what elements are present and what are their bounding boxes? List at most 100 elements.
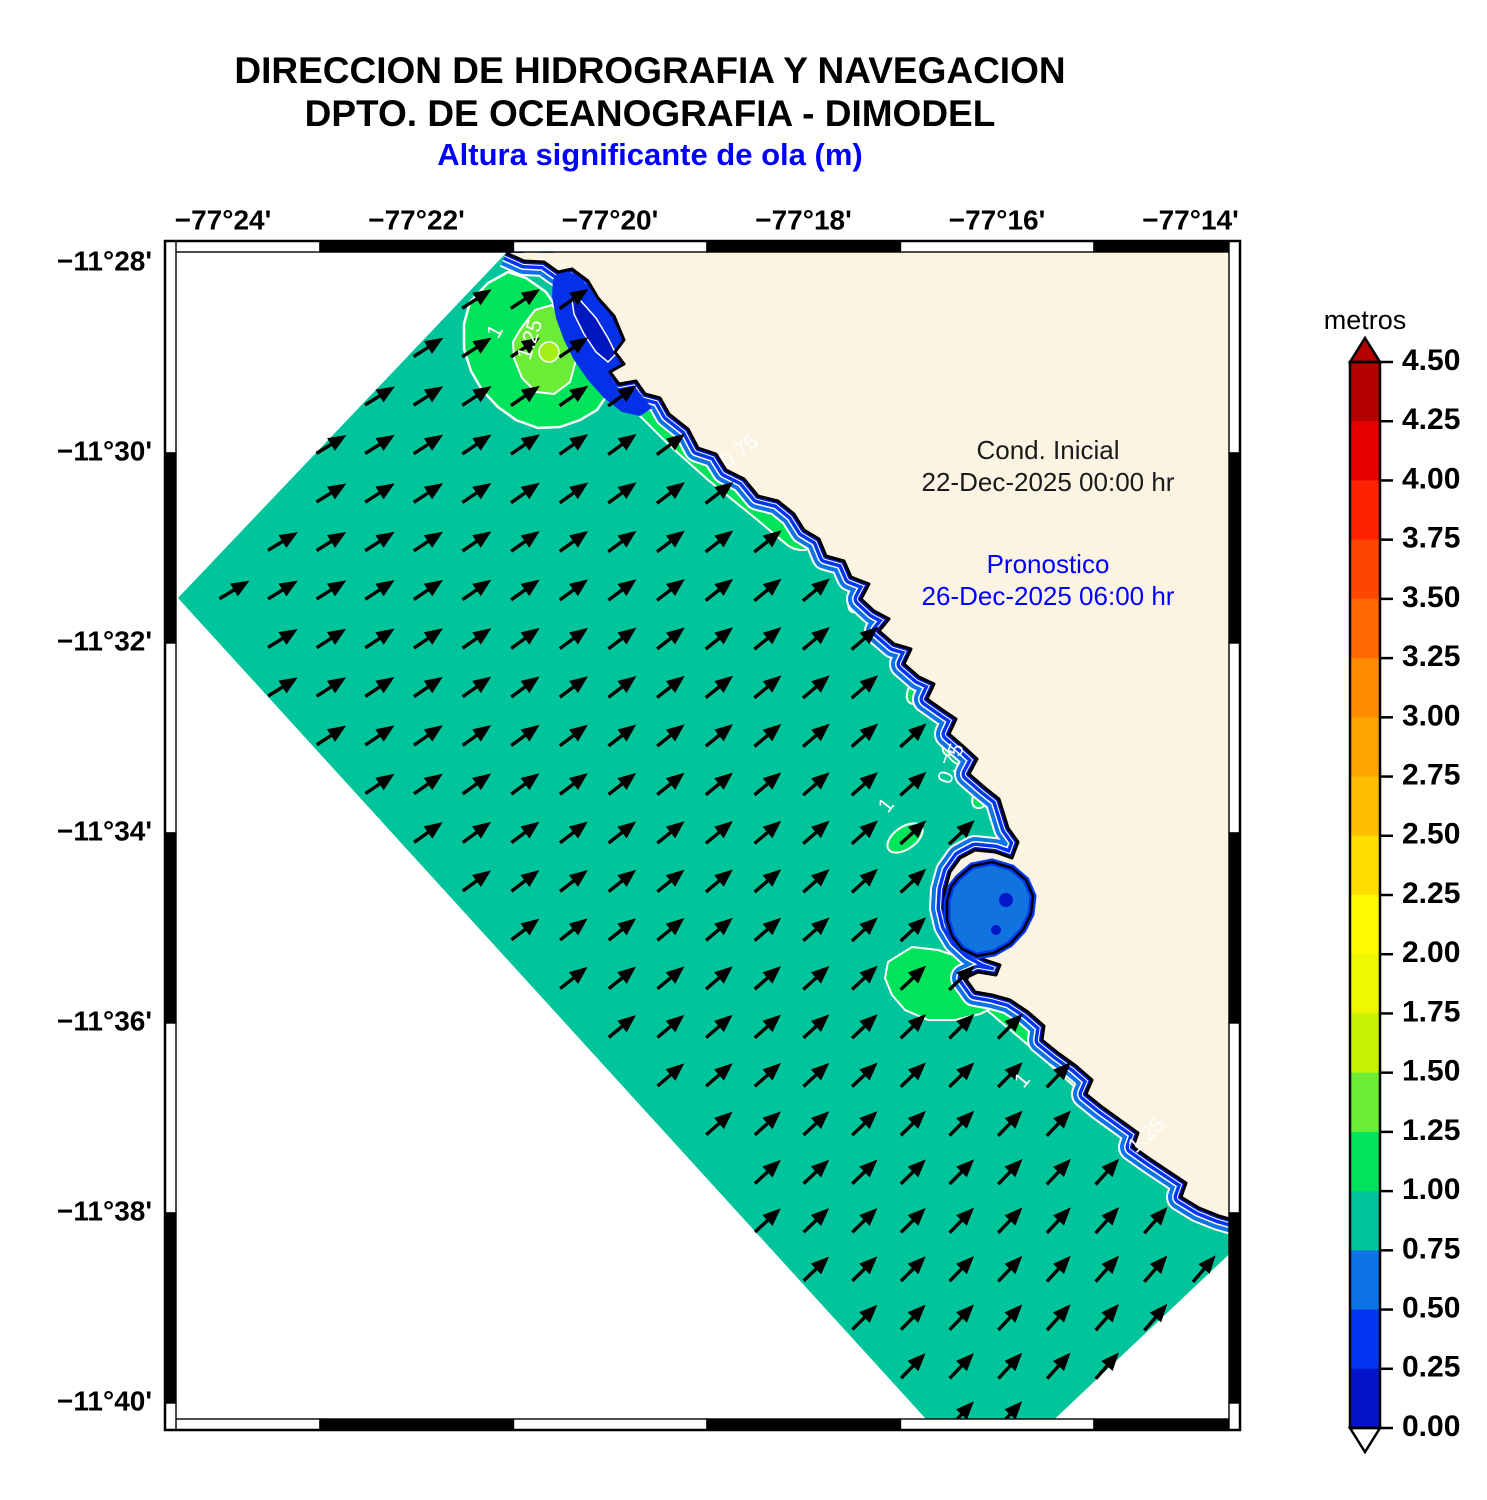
lat-axis-label: −11°40' bbox=[57, 1385, 152, 1416]
wave-arrow bbox=[753, 675, 782, 700]
wave-arrow bbox=[1094, 1352, 1119, 1380]
wave-arrow bbox=[510, 579, 540, 602]
wave-arrow bbox=[704, 530, 734, 554]
bay-calm-spot bbox=[999, 893, 1013, 907]
wave-arrow bbox=[461, 870, 492, 893]
wave-arrow bbox=[364, 773, 395, 795]
forecast-label: Pronostico bbox=[987, 549, 1110, 579]
wave-arrow bbox=[1045, 1110, 1071, 1137]
frame-band-segment bbox=[164, 452, 177, 644]
land bbox=[506, 250, 1240, 1222]
wave-arrow bbox=[899, 820, 927, 846]
colorbar-tick-label: 3.75 bbox=[1402, 522, 1460, 555]
wave-arrow bbox=[704, 966, 733, 991]
wave-arrow bbox=[656, 675, 685, 699]
frame-band-segment bbox=[706, 1418, 902, 1431]
wave-arrow bbox=[1045, 1207, 1071, 1235]
wave-arrow bbox=[461, 434, 492, 456]
wave-arrow bbox=[948, 1062, 975, 1089]
wave-arrow bbox=[315, 725, 347, 747]
colorbar-tick-label: 4.50 bbox=[1402, 344, 1460, 377]
colorbar-band bbox=[1350, 480, 1380, 541]
wave-arrow bbox=[997, 1304, 1023, 1332]
wave-arrow bbox=[802, 917, 830, 943]
wave-arrow bbox=[948, 1304, 974, 1331]
wave-arrow bbox=[656, 918, 685, 942]
wave-arrow bbox=[996, 1062, 1023, 1089]
colorbar-tick-label: 3.50 bbox=[1402, 581, 1460, 614]
wave-arrow bbox=[704, 821, 733, 845]
wave-arrow bbox=[510, 821, 540, 845]
frame-band-segment bbox=[1228, 452, 1241, 644]
wave-arrow bbox=[510, 870, 540, 893]
wave-arrow bbox=[753, 627, 782, 651]
wave-arrow bbox=[899, 1110, 926, 1137]
wave-arrow bbox=[559, 966, 588, 990]
wave-arrow bbox=[510, 724, 540, 747]
frame-band-segment bbox=[164, 240, 321, 253]
wave-arrow bbox=[705, 1111, 733, 1136]
wave-arrow bbox=[802, 869, 830, 894]
wave-arrow bbox=[558, 724, 588, 748]
wave-arrow bbox=[1045, 1352, 1071, 1380]
wave-arrow bbox=[510, 531, 540, 553]
forecast-datetime: 26-Dec-2025 06:00 hr bbox=[922, 581, 1175, 611]
axis-labels: −77°24' −77°22' −77°20' −77°18' −77°16' −77°1… bbox=[57, 204, 1239, 1416]
wave-arrow bbox=[850, 1062, 878, 1088]
wave-arrow bbox=[802, 965, 830, 991]
colorbar-over-arrow bbox=[1347, 335, 1383, 364]
colorbar-band bbox=[1350, 598, 1380, 659]
wave-arrow bbox=[509, 385, 540, 407]
wave-arrow bbox=[655, 433, 685, 457]
wave-arrow bbox=[801, 675, 830, 700]
frame-band-segment bbox=[899, 1418, 1095, 1431]
wave-arrow bbox=[997, 1352, 1023, 1380]
wave-arrow bbox=[899, 917, 927, 943]
wave-arrow bbox=[802, 1014, 830, 1040]
wave-arrow bbox=[607, 724, 637, 748]
wave-arrow bbox=[1191, 1255, 1216, 1284]
wave-arrow bbox=[607, 966, 636, 991]
frame-band-segment bbox=[1228, 1212, 1241, 1404]
colorbar-tick-label: 0.00 bbox=[1402, 1410, 1460, 1443]
lat-axis-label: −11°32' bbox=[57, 625, 152, 656]
wave-arrow bbox=[948, 1256, 975, 1283]
wave-arrow bbox=[801, 626, 830, 651]
colorbar-band bbox=[1350, 658, 1380, 718]
wave-arrow bbox=[948, 965, 975, 992]
colorbar-tick-label: 4.00 bbox=[1402, 462, 1460, 495]
colorbar-band bbox=[1350, 1131, 1380, 1192]
wave-arrow bbox=[315, 628, 347, 650]
wave-arrow bbox=[656, 1014, 685, 1039]
wave-arrow bbox=[607, 676, 637, 699]
wave-arrow bbox=[558, 288, 589, 310]
wave-arrow bbox=[412, 531, 444, 553]
colorbar-band bbox=[1350, 362, 1380, 422]
wave-arrow bbox=[559, 869, 588, 893]
wave-arrow bbox=[899, 1159, 926, 1186]
frame-band-segment bbox=[899, 240, 1095, 253]
wave-arrow bbox=[267, 677, 298, 698]
wave-arrow bbox=[607, 821, 637, 845]
wave-arrow bbox=[656, 627, 685, 651]
wave-arrow bbox=[461, 773, 492, 796]
wave-arrow bbox=[1094, 1158, 1120, 1186]
wave-arrow bbox=[607, 1015, 636, 1039]
wave-arrow bbox=[899, 723, 927, 749]
wave-arrow bbox=[704, 482, 734, 505]
frame-band-segment bbox=[1228, 1402, 1241, 1431]
wave-arrow bbox=[364, 677, 395, 698]
wave-arrow bbox=[704, 627, 734, 651]
wave-arrow bbox=[996, 1110, 1023, 1137]
wave-arrow bbox=[656, 1063, 685, 1088]
wave-arrow bbox=[1143, 1303, 1168, 1332]
wave-arrow bbox=[948, 1159, 975, 1186]
lon-axis-label: −77°14' bbox=[1142, 204, 1239, 235]
colorbar-tick-label: 1.75 bbox=[1402, 995, 1460, 1028]
wave-arrow bbox=[607, 627, 637, 651]
colorbar-band bbox=[1350, 776, 1380, 837]
wave-arrow bbox=[364, 434, 395, 455]
colorbar-band bbox=[1350, 1309, 1380, 1370]
wave-arrow bbox=[850, 675, 879, 700]
wave-arrow bbox=[558, 337, 589, 359]
